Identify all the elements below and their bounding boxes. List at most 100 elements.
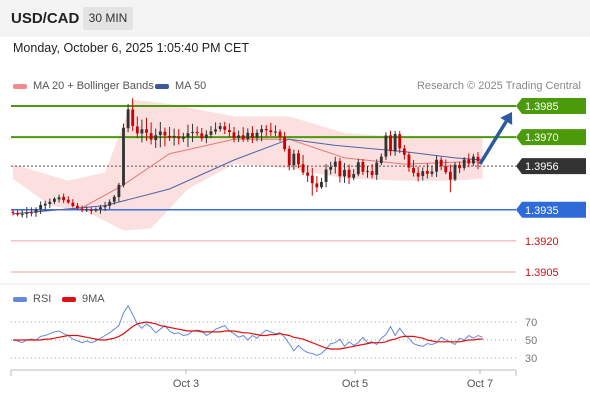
candle-body bbox=[467, 159, 471, 164]
candle bbox=[476, 152, 480, 170]
timeframe-selector[interactable]: 30 MIN bbox=[83, 7, 133, 30]
candle-body bbox=[177, 136, 181, 139]
candle-body bbox=[172, 135, 176, 138]
candle bbox=[453, 162, 457, 182]
candle bbox=[131, 98, 135, 132]
legend-rsi-ma-label: 9MA bbox=[82, 293, 105, 305]
candle-body bbox=[57, 197, 61, 200]
legend-ma20: MA 20 + Bollinger Bands bbox=[13, 80, 154, 92]
candle-body bbox=[204, 134, 208, 138]
candle-body bbox=[430, 171, 434, 174]
candle-body bbox=[366, 171, 369, 173]
ma50-line bbox=[12, 138, 483, 215]
candle bbox=[154, 128, 158, 148]
research-credit: Research © 2025 Trading Central bbox=[416, 80, 581, 92]
candle-body bbox=[163, 131, 167, 136]
candle bbox=[71, 199, 75, 208]
legend-rsi-ma: 9MA bbox=[62, 293, 105, 305]
candle bbox=[25, 207, 29, 219]
candle-body bbox=[398, 134, 402, 149]
candle-body bbox=[131, 109, 135, 126]
candle bbox=[145, 117, 148, 141]
rsi-swatch-icon bbox=[13, 296, 27, 302]
legend-ma50: MA 50 bbox=[155, 80, 206, 92]
candle bbox=[103, 201, 107, 211]
candle-body bbox=[168, 135, 171, 138]
candle-body bbox=[149, 133, 153, 140]
candle bbox=[301, 154, 305, 176]
candle-body bbox=[329, 167, 333, 170]
candle-body bbox=[306, 172, 310, 176]
candle bbox=[287, 145, 291, 171]
candle bbox=[43, 200, 47, 211]
rsi-line bbox=[12, 304, 483, 356]
candle bbox=[398, 130, 402, 154]
candle-body bbox=[297, 153, 300, 165]
candle bbox=[352, 169, 356, 181]
candle-body bbox=[448, 171, 452, 180]
candle-body bbox=[34, 209, 38, 213]
candle-body bbox=[476, 156, 480, 161]
candle bbox=[384, 132, 388, 160]
bollinger-band bbox=[13, 99, 483, 231]
resistance-price-tag bbox=[516, 98, 586, 114]
candle-body bbox=[246, 132, 250, 139]
candle-body bbox=[370, 171, 374, 176]
candle bbox=[269, 122, 273, 136]
candle bbox=[324, 164, 328, 188]
candle-body bbox=[223, 126, 227, 130]
candle-body bbox=[80, 208, 84, 210]
candle bbox=[149, 122, 153, 145]
candle-body bbox=[278, 131, 282, 137]
candle-body bbox=[66, 199, 70, 203]
candle bbox=[204, 130, 208, 144]
candle-body bbox=[43, 203, 47, 206]
candle-body bbox=[421, 171, 425, 176]
candle bbox=[370, 164, 374, 179]
x-tick-label: Oct 5 bbox=[342, 378, 368, 390]
candle bbox=[218, 122, 222, 132]
candle bbox=[338, 157, 342, 183]
candle-body bbox=[379, 156, 383, 164]
candle-body bbox=[402, 148, 406, 155]
candle bbox=[186, 124, 190, 147]
candle bbox=[246, 128, 250, 142]
legend-ma20-label: MA 20 + Bollinger Bands bbox=[33, 80, 154, 92]
candle-body bbox=[462, 159, 466, 168]
candle-body bbox=[39, 204, 43, 210]
candle bbox=[29, 207, 33, 217]
candle bbox=[430, 166, 434, 177]
candle bbox=[416, 166, 420, 182]
ma20-swatch-icon bbox=[13, 83, 27, 89]
resistance-price-tag bbox=[516, 129, 586, 146]
candle bbox=[444, 159, 448, 175]
candle bbox=[16, 209, 20, 217]
candle-body bbox=[191, 131, 194, 133]
candle-body bbox=[343, 169, 346, 177]
candle bbox=[255, 129, 259, 142]
candle-body bbox=[11, 211, 15, 213]
candle-body bbox=[241, 135, 245, 140]
instrument-name: USD/CAD bbox=[11, 10, 80, 27]
candle bbox=[458, 161, 462, 174]
candle bbox=[89, 207, 93, 215]
candle bbox=[117, 182, 121, 202]
candle bbox=[57, 194, 61, 203]
candle bbox=[425, 163, 429, 179]
candle-body bbox=[444, 166, 448, 173]
x-tick-label: Oct 7 bbox=[467, 378, 493, 390]
candle bbox=[20, 209, 24, 218]
candle bbox=[329, 161, 333, 175]
candle bbox=[223, 121, 227, 135]
ma50-swatch-icon bbox=[155, 83, 169, 89]
candle-body bbox=[389, 135, 392, 152]
candle-body bbox=[227, 130, 231, 133]
candle bbox=[343, 163, 346, 183]
candle-body bbox=[407, 154, 411, 168]
candle-body bbox=[250, 132, 254, 138]
candle bbox=[53, 197, 56, 205]
candle-body bbox=[356, 162, 360, 175]
candle-body bbox=[301, 164, 305, 173]
candle bbox=[306, 165, 310, 182]
